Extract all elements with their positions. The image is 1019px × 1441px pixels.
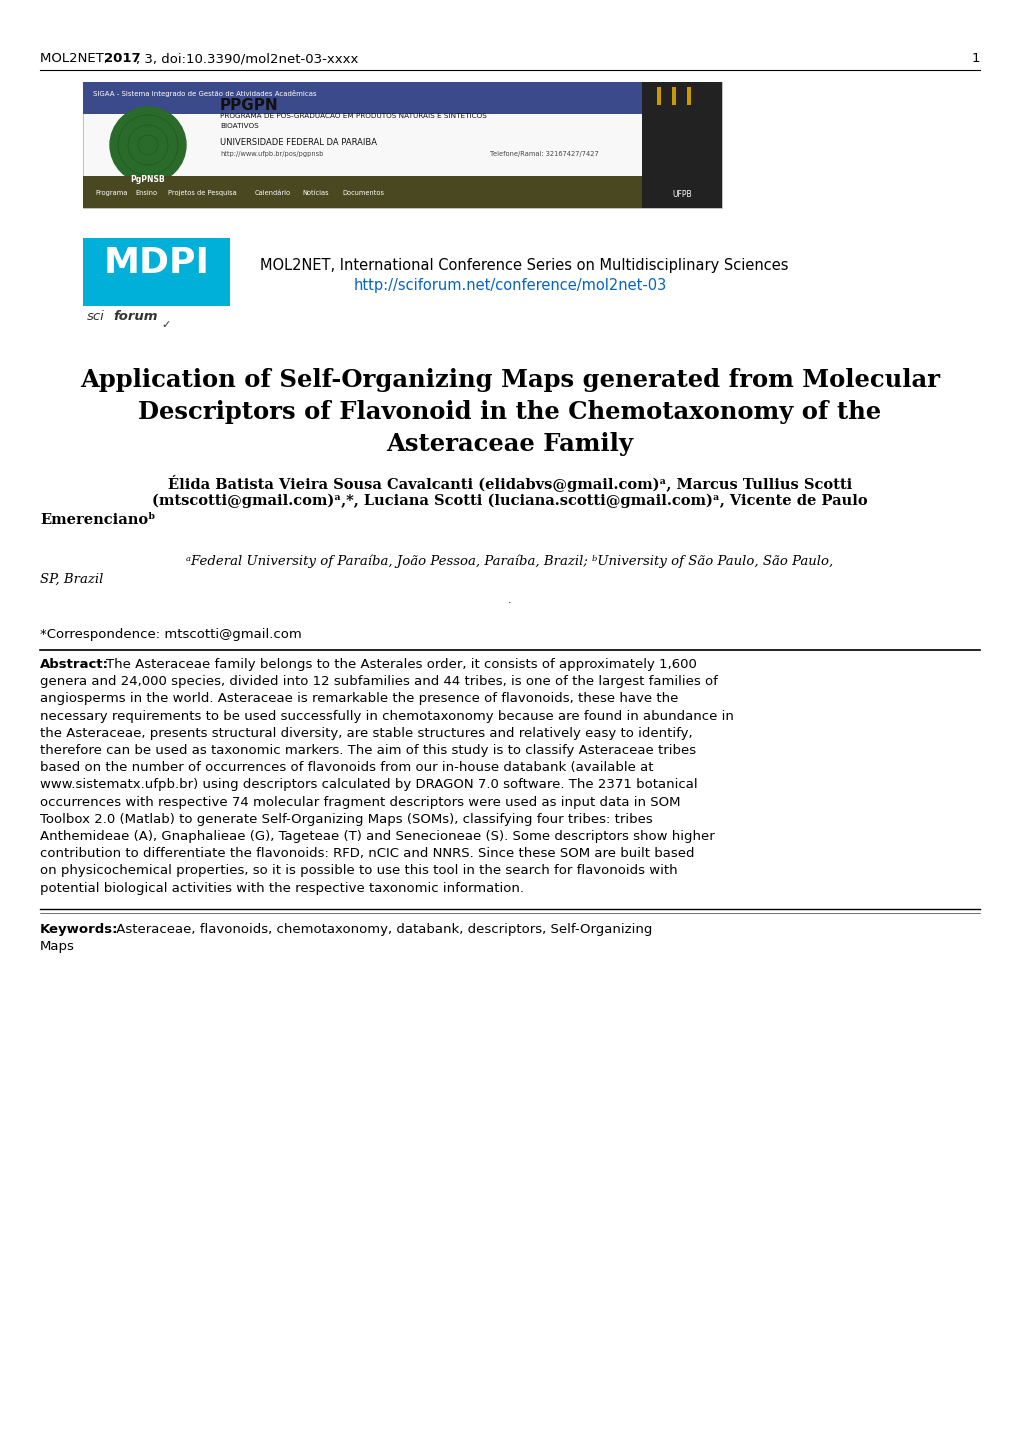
Text: contribution to differentiate the flavonoids: RFD, nCIC and NNRS. Since these SO: contribution to differentiate the flavon… xyxy=(40,847,694,860)
Circle shape xyxy=(110,107,185,183)
Text: Asteraceae Family: Asteraceae Family xyxy=(386,432,633,455)
Bar xyxy=(83,176,641,208)
Bar xyxy=(687,86,690,105)
Text: UFPB: UFPB xyxy=(672,190,691,199)
Text: Maps: Maps xyxy=(40,940,74,953)
Bar xyxy=(641,82,721,208)
Text: PgPNSB: PgPNSB xyxy=(130,174,165,184)
Text: MOL2NET,: MOL2NET, xyxy=(40,52,112,65)
Text: 1: 1 xyxy=(970,52,979,65)
Text: Application of Self-Organizing Maps generated from Molecular: Application of Self-Organizing Maps gene… xyxy=(79,367,940,392)
Text: occurrences with respective 74 molecular fragment descriptors were used as input: occurrences with respective 74 molecular… xyxy=(40,795,680,808)
Text: SIGAA - Sistema Integrado de Gestão de Atividades Acadêmicas: SIGAA - Sistema Integrado de Gestão de A… xyxy=(93,89,316,97)
Text: on physicochemical properties, so it is possible to use this tool in the search : on physicochemical properties, so it is … xyxy=(40,865,677,878)
Text: Asteraceae, flavonoids, chemotaxonomy, databank, descriptors, Self-Organizing: Asteraceae, flavonoids, chemotaxonomy, d… xyxy=(112,922,652,935)
Text: forum: forum xyxy=(113,310,157,323)
Bar xyxy=(83,82,721,208)
Bar xyxy=(656,86,660,105)
Text: Calendário: Calendário xyxy=(254,190,290,196)
Text: www.sistematx.ufpb.br) using descriptors calculated by DRAGON 7.0 software. The : www.sistematx.ufpb.br) using descriptors… xyxy=(40,778,697,791)
Text: .: . xyxy=(507,595,512,605)
Text: sci: sci xyxy=(87,310,105,323)
Text: the Asteraceae, presents structural diversity, are stable structures and relativ: the Asteraceae, presents structural dive… xyxy=(40,726,692,739)
Text: http://sciforum.net/conference/mol2net-03: http://sciforum.net/conference/mol2net-0… xyxy=(353,278,666,293)
Text: angiosperms in the world. Asteraceae is remarkable the presence of flavonoids, t: angiosperms in the world. Asteraceae is … xyxy=(40,692,678,706)
Text: necessary requirements to be used successfully in chemotaxonomy because are foun: necessary requirements to be used succes… xyxy=(40,709,733,722)
Text: BIOATIVOS: BIOATIVOS xyxy=(220,122,259,130)
Text: therefore can be used as taxonomic markers. The aim of this study is to classify: therefore can be used as taxonomic marke… xyxy=(40,744,695,757)
Text: ✓: ✓ xyxy=(161,320,170,330)
Text: Emerencianoᵇ: Emerencianoᵇ xyxy=(40,513,155,527)
Text: PPGPN: PPGPN xyxy=(220,98,278,112)
Text: http://www.ufpb.br/pos/pgpnsb: http://www.ufpb.br/pos/pgpnsb xyxy=(220,151,323,157)
Text: Documentos: Documentos xyxy=(342,190,384,196)
Text: The Asteraceae family belongs to the Asterales order, it consists of approximate: The Asteraceae family belongs to the Ast… xyxy=(106,659,696,672)
Text: Toolbox 2.0 (Matlab) to generate Self-Organizing Maps (SOMs), classifying four t: Toolbox 2.0 (Matlab) to generate Self-Or… xyxy=(40,813,652,826)
Text: (mtscotti@gmail.com)ᵃ,*, Luciana Scotti (luciana.scotti@gmail.com)ᵃ, Vicente de : (mtscotti@gmail.com)ᵃ,*, Luciana Scotti … xyxy=(152,494,867,509)
Text: SP, Brazil: SP, Brazil xyxy=(40,574,103,586)
Text: Keywords:: Keywords: xyxy=(40,922,118,935)
Text: 2017: 2017 xyxy=(104,52,141,65)
Text: genera and 24,000 species, divided into 12 subfamilies and 44 tribes, is one of : genera and 24,000 species, divided into … xyxy=(40,676,717,689)
Text: based on the number of occurrences of flavonoids from our in-house databank (ava: based on the number of occurrences of fl… xyxy=(40,761,653,774)
Text: Descriptors of Flavonoid in the Chemotaxonomy of the: Descriptors of Flavonoid in the Chemotax… xyxy=(139,401,880,424)
Text: , 3, doi:10.3390/mol2net-03-xxxx: , 3, doi:10.3390/mol2net-03-xxxx xyxy=(136,52,358,65)
Bar xyxy=(672,86,676,105)
Text: MOL2NET, International Conference Series on Multidisciplinary Sciences: MOL2NET, International Conference Series… xyxy=(260,258,788,272)
Text: ᵃFederal University of Paraíba, João Pessoa, Paraíba, Brazil; ᵇUniversity of São: ᵃFederal University of Paraíba, João Pes… xyxy=(186,555,833,569)
Text: Ensino: Ensino xyxy=(136,190,157,196)
Text: *Correspondence: mtscotti@gmail.com: *Correspondence: mtscotti@gmail.com xyxy=(40,628,302,641)
Bar xyxy=(684,88,701,99)
Text: UNIVERSIDADE FEDERAL DA PARAIBA: UNIVERSIDADE FEDERAL DA PARAIBA xyxy=(220,138,377,147)
Text: PROGRAMA DE POS-GRADUACAO EM PRODUTOS NATURAIS E SINTETICOS: PROGRAMA DE POS-GRADUACAO EM PRODUTOS NA… xyxy=(220,112,486,120)
Bar xyxy=(83,82,721,114)
Text: potential biological activities with the respective taxonomic information.: potential biological activities with the… xyxy=(40,882,524,895)
Text: Anthemideae (A), Gnaphalieae (G), Tageteae (T) and Senecioneae (S). Some descrip: Anthemideae (A), Gnaphalieae (G), Tagete… xyxy=(40,830,714,843)
Text: Notícias: Notícias xyxy=(302,190,328,196)
Text: MDPI: MDPI xyxy=(103,246,209,280)
Text: Élida Batista Vieira Sousa Cavalcanti (elidabvs@gmail.com)ᵃ, Marcus Tullius Scot: Élida Batista Vieira Sousa Cavalcanti (e… xyxy=(168,476,851,491)
Text: Abstract:: Abstract: xyxy=(40,659,109,672)
Text: Programa: Programa xyxy=(95,190,127,196)
Text: Telefone/Ramal: 32167427/7427: Telefone/Ramal: 32167427/7427 xyxy=(489,151,598,157)
Bar xyxy=(83,238,229,305)
Text: Projetos de Pesquisa: Projetos de Pesquisa xyxy=(168,190,236,196)
